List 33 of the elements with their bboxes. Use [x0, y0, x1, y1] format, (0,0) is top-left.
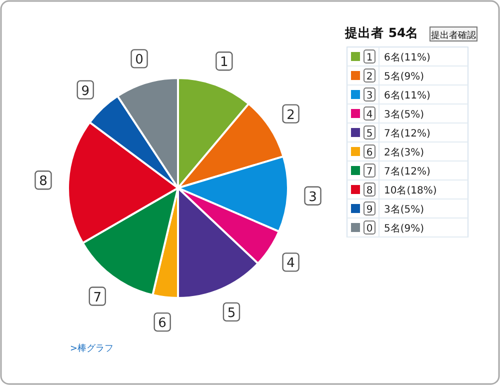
slice-label: 0: [135, 52, 144, 68]
legend-label: 7: [366, 166, 373, 178]
slice-label: 1: [220, 55, 228, 70]
data-label: 5名(9%): [384, 222, 424, 234]
chart-title: 提出者 54名: [344, 25, 419, 40]
data-label: 7名(12%): [384, 166, 430, 178]
legend-label: 0: [366, 224, 373, 234]
slice-label: 6: [158, 316, 166, 332]
data-label: 5名(9%): [384, 70, 424, 82]
text: >棒グラフ: [70, 343, 114, 354]
data-label: 6名(11%): [384, 90, 430, 102]
slice-label: 7: [93, 290, 102, 306]
data-label: 10名(18%): [384, 184, 437, 196]
legend-label: 1: [366, 52, 373, 64]
slice-label: 9: [81, 84, 90, 99]
data-label: 6名(11%): [384, 52, 430, 64]
data-label: 3名(5%): [384, 204, 424, 216]
data-label: 2名(3%): [384, 146, 424, 158]
slice-label: 5: [227, 306, 236, 321]
slice-label: 2: [286, 108, 295, 123]
slice-label: 8: [39, 174, 48, 190]
data-label: 7名(12%): [384, 128, 430, 140]
text: 提出者確認: [431, 30, 476, 41]
legend-label: 5: [366, 128, 373, 140]
data-label: 3名(5%): [384, 108, 424, 120]
legend-label: 3: [366, 90, 373, 102]
legend-label: 2: [366, 72, 373, 82]
legend-label: 8: [366, 186, 373, 196]
slice-label: 4: [286, 256, 295, 272]
legend-label: 6: [366, 148, 373, 158]
slice-label: 3: [308, 190, 317, 205]
legend-label: 9: [366, 204, 373, 216]
legend-label: 4: [366, 110, 373, 120]
